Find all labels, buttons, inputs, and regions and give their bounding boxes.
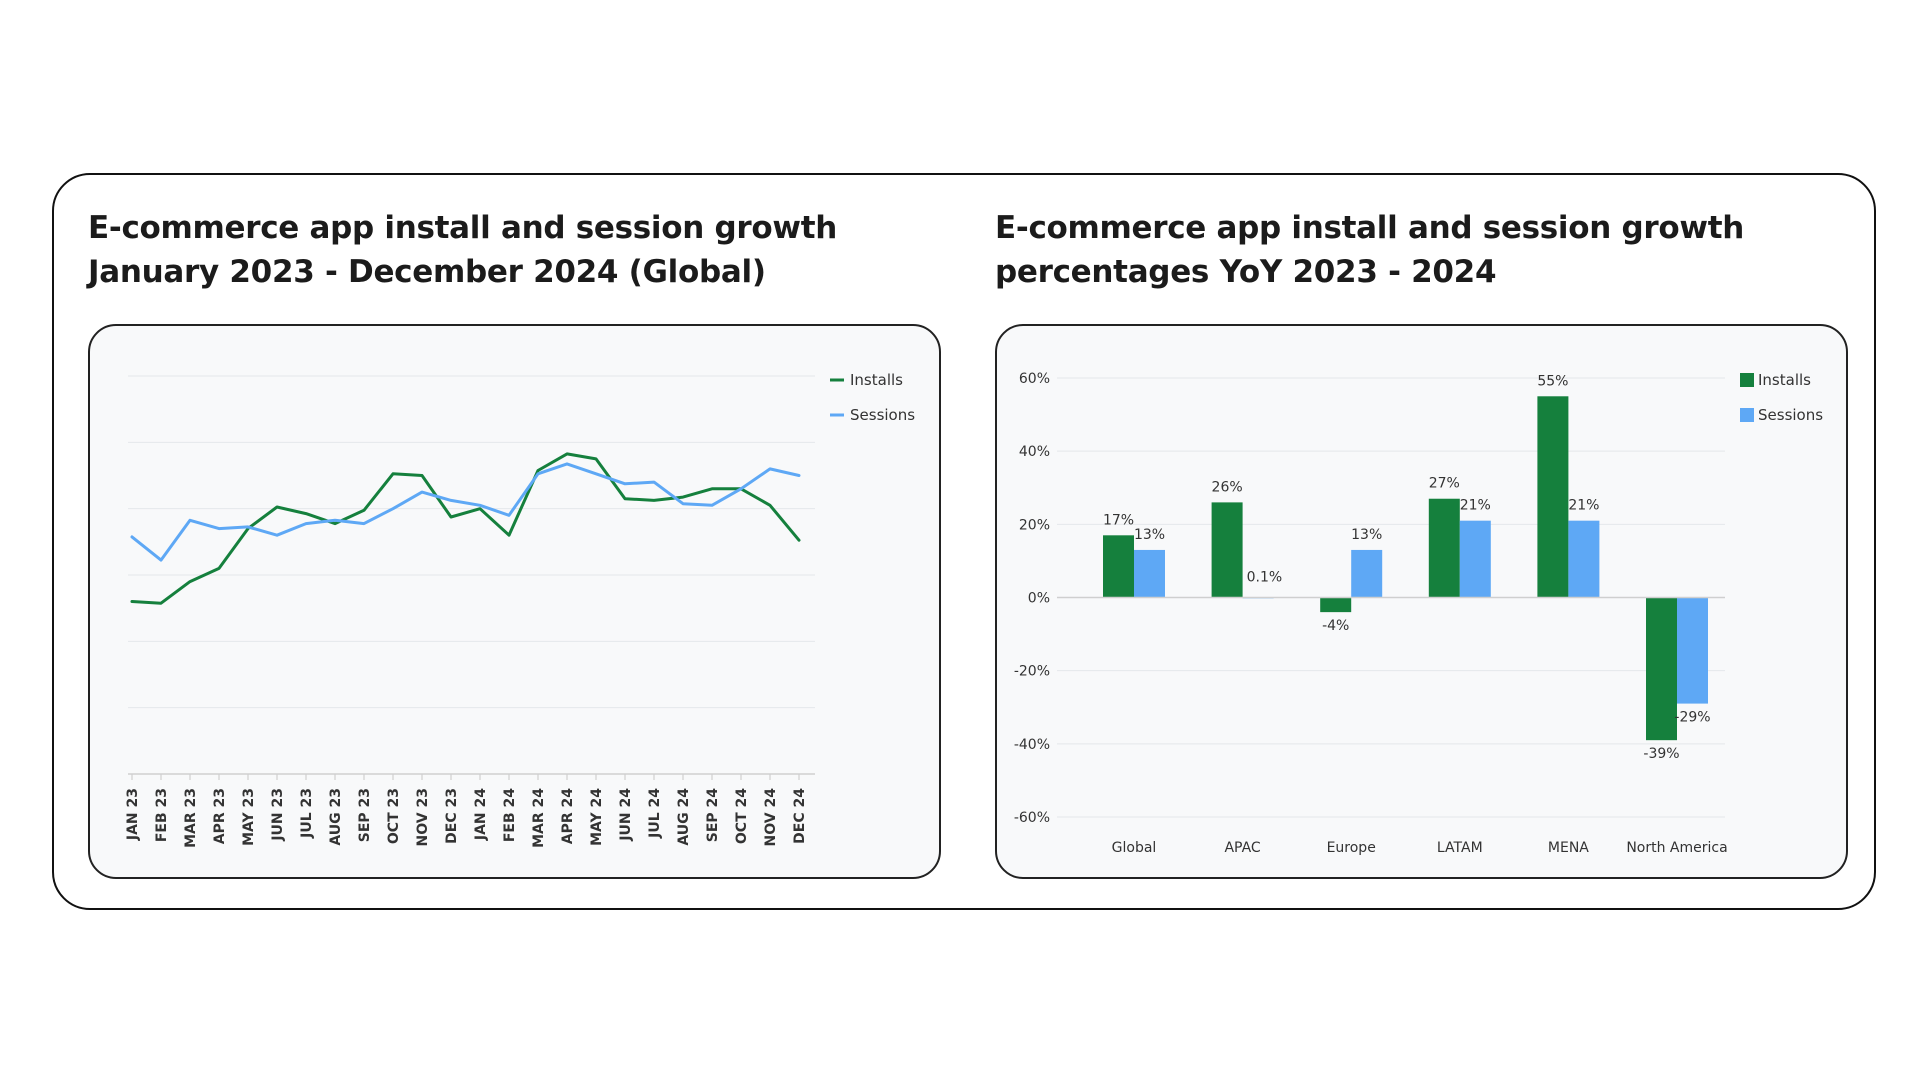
bar-sessions-global bbox=[1134, 549, 1165, 598]
y-tick-label: -20% bbox=[1014, 664, 1050, 680]
x-tick-label-jun-23: JUN 23 bbox=[270, 788, 286, 842]
data-label-installs-north-america: -39% bbox=[1643, 746, 1679, 762]
bar-chart-title-line2: percentages YoY 2023 - 2024 bbox=[995, 254, 1497, 290]
y-tick-label: 60% bbox=[1019, 371, 1050, 387]
x-tick-label-jan-23: JAN 23 bbox=[125, 788, 141, 841]
bar-sessions-north-america bbox=[1677, 597, 1708, 704]
bar-chart-panel: 60% 40% 20% 0% -20% -40% -60% 17% 13% Global 26% 0.… bbox=[995, 324, 1848, 879]
x-tick-label-aug-24: AUG 24 bbox=[676, 788, 692, 846]
x-tick-label-sep-23: SEP 23 bbox=[357, 788, 373, 842]
x-tick-label-dec-23: DEC 23 bbox=[444, 788, 460, 844]
y-tick-label: 40% bbox=[1019, 444, 1050, 460]
x-tick-label-jan-24: JAN 24 bbox=[473, 788, 489, 841]
bar-installs-latam bbox=[1428, 498, 1460, 598]
x-tick-label-europe: Europe bbox=[1327, 840, 1376, 856]
y-tick-label: -60% bbox=[1014, 810, 1050, 826]
data-label-sessions-mena: 21% bbox=[1568, 498, 1599, 514]
bar-installs-global bbox=[1103, 535, 1134, 598]
data-label-sessions-global: 13% bbox=[1134, 527, 1165, 543]
bar-sessions-mena bbox=[1568, 520, 1600, 598]
line-chart-panel: JAN 23 FEB 23 MAR 23 APR 23 MAY 23 JUN 23 JUL … bbox=[88, 324, 941, 879]
x-tick-label-may-24: MAY 24 bbox=[589, 788, 605, 846]
data-label-installs-global: 17% bbox=[1103, 512, 1134, 528]
data-label-sessions-north-america: -29% bbox=[1674, 710, 1710, 726]
x-tick-label-latam: LATAM bbox=[1437, 840, 1483, 856]
x-tick-label-feb-23: FEB 23 bbox=[154, 788, 170, 842]
y-tick-label: -40% bbox=[1014, 737, 1050, 753]
y-tick-label: 20% bbox=[1019, 517, 1050, 533]
data-label-sessions-apac: 0.1% bbox=[1247, 570, 1283, 586]
legend-swatch-installs bbox=[1740, 373, 1754, 387]
data-label-sessions-europe: 13% bbox=[1351, 527, 1382, 543]
data-label-sessions-latam: 21% bbox=[1460, 498, 1491, 514]
bar-chart-title-line1: E-commerce app install and session growt… bbox=[995, 210, 1744, 246]
data-label-installs-apac: 26% bbox=[1212, 479, 1243, 495]
bar-installs-europe bbox=[1320, 597, 1352, 613]
x-tick-label-dec-24: DEC 24 bbox=[792, 788, 808, 844]
bar-installs-apac bbox=[1211, 502, 1243, 598]
x-tick-label-nov-24: NOV 24 bbox=[763, 788, 779, 847]
x-tick-label-mena: MENA bbox=[1548, 840, 1589, 856]
x-tick-label-jul-23: JUL 23 bbox=[299, 788, 315, 839]
x-tick-label-global: Global bbox=[1112, 840, 1157, 856]
line-chart-title-line1: E-commerce app install and session growt… bbox=[88, 210, 837, 246]
x-tick-label-may-23: MAY 23 bbox=[241, 788, 257, 846]
series-line-sessions bbox=[130, 462, 801, 562]
x-tick-label-oct-23: OCT 23 bbox=[386, 788, 402, 844]
line-chart-title: E-commerce app install and session growt… bbox=[88, 206, 837, 294]
x-tick-label-mar-23: MAR 23 bbox=[183, 788, 199, 848]
line-chart-title-line2: January 2023 - December 2024 (Global) bbox=[88, 254, 766, 290]
data-label-installs-europe: -4% bbox=[1322, 618, 1349, 634]
bar-installs-north-america bbox=[1646, 597, 1677, 741]
x-tick-label-apr-24: APR 24 bbox=[560, 788, 576, 844]
x-tick-label-jul-24: JUL 24 bbox=[647, 788, 663, 839]
x-tick-label-apac: APAC bbox=[1224, 840, 1260, 856]
bar-installs-mena bbox=[1537, 396, 1569, 598]
bar-sessions-latam bbox=[1459, 520, 1491, 598]
data-label-installs-mena: 55% bbox=[1537, 373, 1568, 389]
x-tick-label-feb-24: FEB 24 bbox=[502, 788, 518, 842]
legend-label-sessions: Sessions bbox=[850, 406, 915, 424]
legend-label-sessions: Sessions bbox=[1758, 406, 1823, 424]
x-tick-label-north-america: North America bbox=[1626, 840, 1727, 856]
bar-sessions-europe bbox=[1351, 549, 1383, 598]
legend-label-installs: Installs bbox=[1758, 371, 1811, 389]
bar-chart: 60%40%20%0%-20%-40%-60%17%13%Global26%0.… bbox=[1014, 371, 1823, 856]
legend-swatch-sessions bbox=[1740, 408, 1754, 422]
data-label-installs-latam: 27% bbox=[1429, 476, 1460, 492]
x-tick-label-nov-23: NOV 23 bbox=[415, 788, 431, 846]
legend-label-installs: Installs bbox=[850, 371, 903, 389]
x-tick-label-mar-24: MAR 24 bbox=[531, 788, 547, 848]
bar-chart-title: E-commerce app install and session growt… bbox=[995, 206, 1744, 294]
x-tick-label-sep-24: SEP 24 bbox=[705, 788, 721, 843]
x-tick-label-apr-23: APR 23 bbox=[212, 788, 228, 844]
line-chart: JAN 23 FEB 23 MAR 23 APR 23 MAY 23 JUN 23 JUL … bbox=[125, 371, 915, 848]
y-tick-label: 0% bbox=[1028, 591, 1050, 607]
series-line-installs bbox=[130, 452, 801, 605]
x-tick-label-aug-23: AUG 23 bbox=[328, 788, 344, 846]
x-tick-label-oct-24: OCT 24 bbox=[734, 788, 750, 844]
x-tick-label-jun-24: JUN 24 bbox=[618, 788, 634, 842]
